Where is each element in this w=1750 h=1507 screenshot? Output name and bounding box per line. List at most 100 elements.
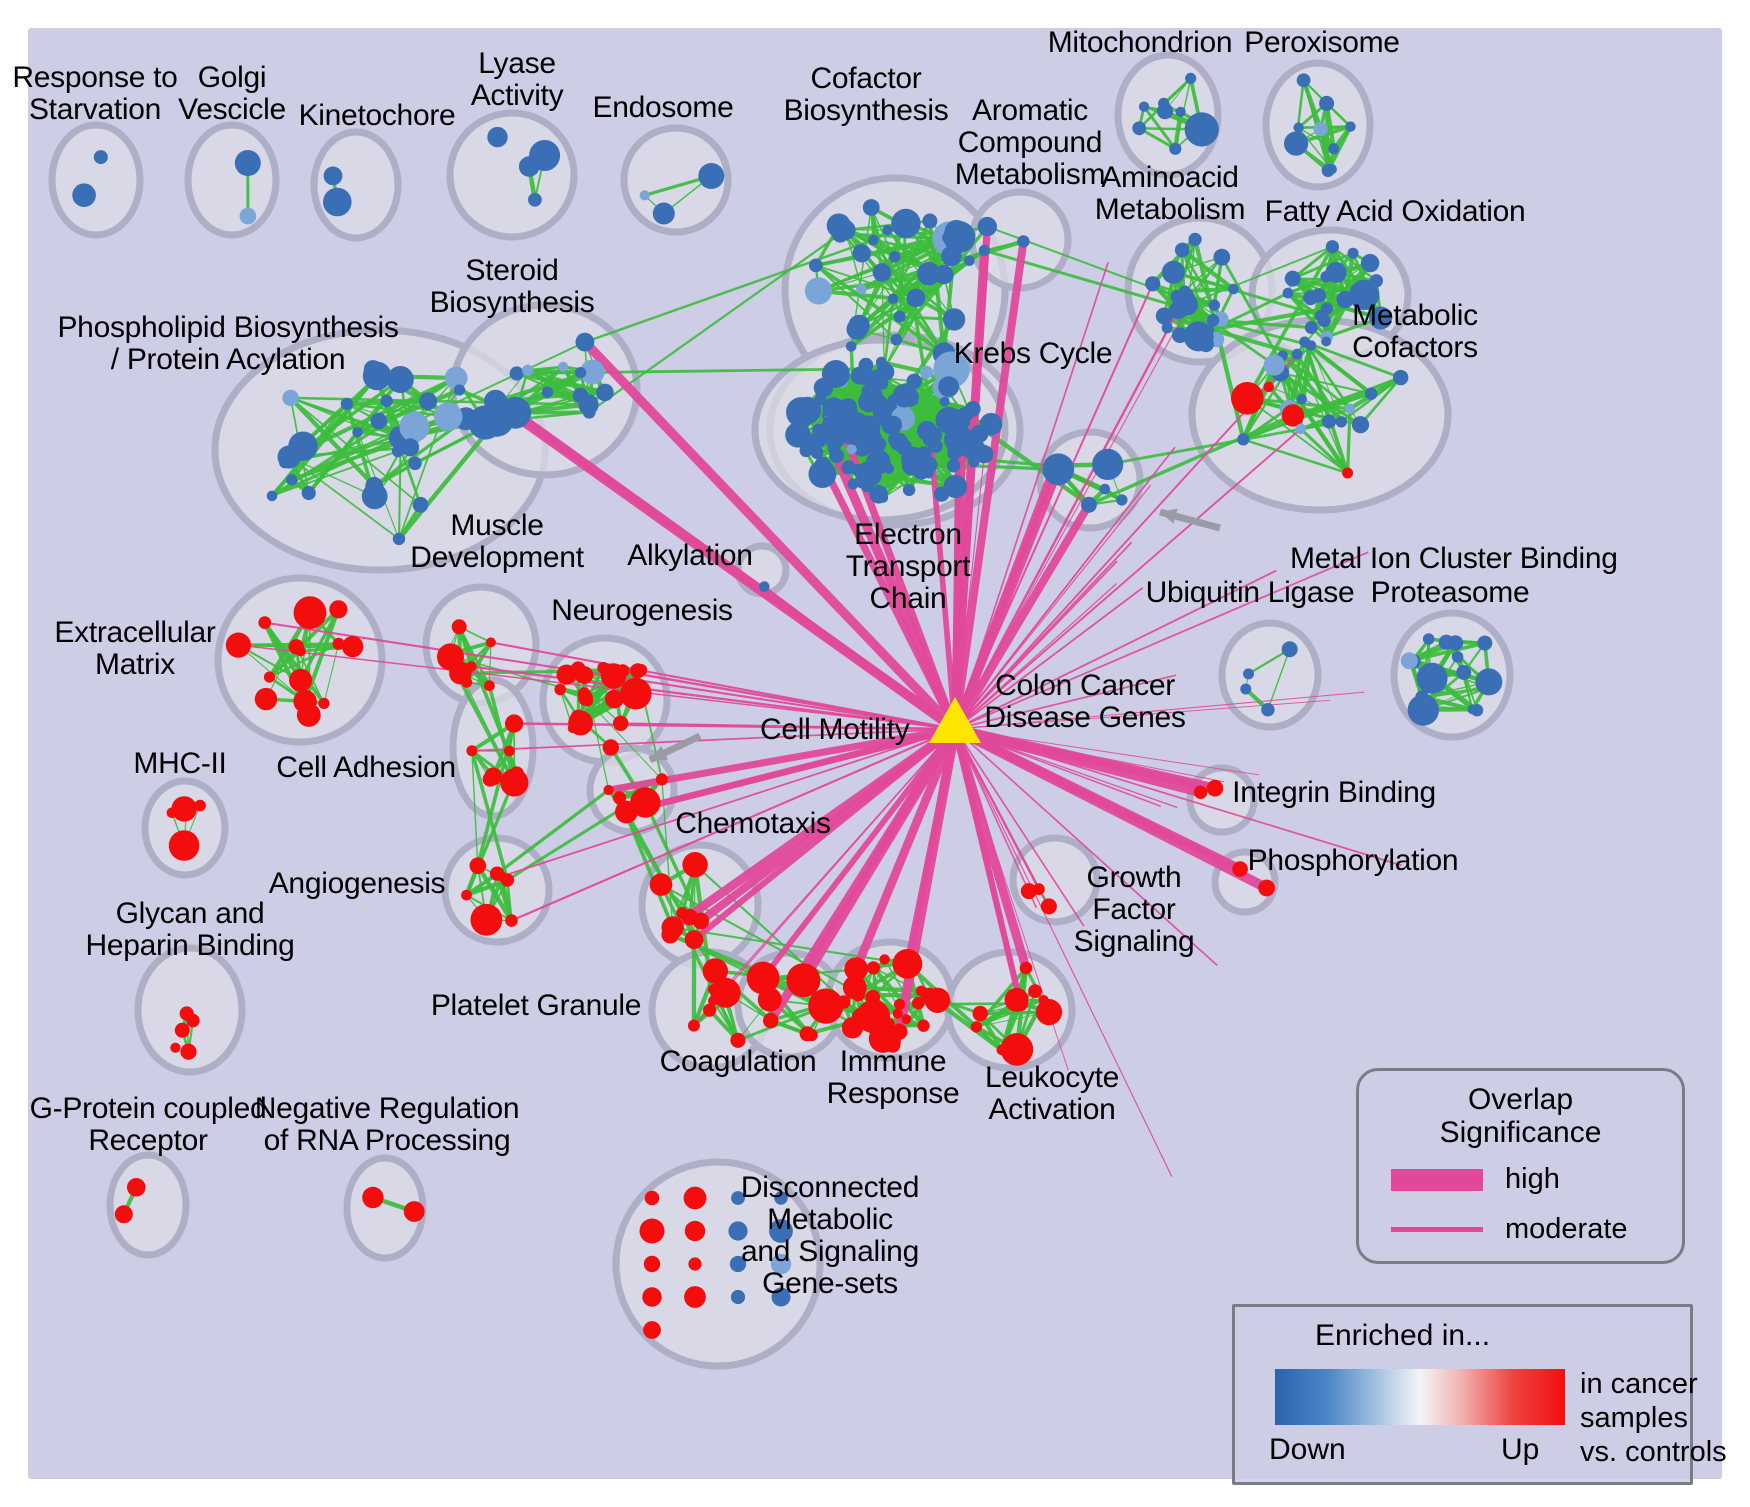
gene-set-node <box>612 791 627 805</box>
gene-set-node <box>838 398 858 417</box>
moderate-significance-label: moderate <box>1505 1213 1628 1245</box>
significance-edge <box>954 456 985 730</box>
gene-set-node <box>461 889 472 901</box>
significance-edge <box>954 313 1185 730</box>
gene-set-node <box>887 293 899 304</box>
gene-set-node <box>890 333 903 346</box>
gene-set-node <box>875 356 887 368</box>
gene-set-node <box>972 1005 988 1022</box>
overlap-edge <box>1331 245 1377 282</box>
gene-set-node <box>922 213 938 229</box>
gene-set-node <box>620 810 633 824</box>
gene-set-node <box>170 1042 181 1053</box>
gene-set-node <box>1263 381 1275 393</box>
gene-set-node <box>403 1201 425 1222</box>
significance-edge <box>954 728 1085 927</box>
overlap-edge <box>814 263 946 356</box>
overlap-edge <box>844 229 863 290</box>
gene-set-node <box>1345 121 1356 132</box>
gene-set-node <box>866 961 881 975</box>
gene-set-node <box>829 448 844 464</box>
gene-set-node <box>451 619 467 635</box>
overlap-edge <box>1212 318 1312 347</box>
gene-set-node <box>1132 121 1147 136</box>
significance-edge <box>953 724 1202 797</box>
gene-set-node <box>1019 961 1033 975</box>
gene-set-node <box>1208 299 1221 311</box>
overlap-edge <box>1175 239 1197 298</box>
gene-set-node <box>917 446 932 461</box>
gene-set-node <box>855 368 872 385</box>
gene-set-node <box>702 958 728 984</box>
significance-edge <box>954 569 1277 730</box>
gene-set-node <box>961 436 985 461</box>
overlap-edge <box>1295 354 1304 400</box>
gene-set-node <box>597 661 610 674</box>
gene-set-node <box>1000 1033 1034 1066</box>
cluster-label-chemotaxis: Chemotaxis <box>675 807 831 840</box>
gene-set-node <box>466 745 478 757</box>
gene-set-node <box>810 446 824 459</box>
gene-set-node <box>1467 704 1478 715</box>
gene-set-node <box>1213 248 1231 266</box>
gene-set-node <box>869 485 888 504</box>
cluster-halo <box>106 1151 190 1259</box>
gene-set-node <box>844 957 869 981</box>
gene-set-node <box>605 689 624 709</box>
gene-set-node <box>643 1255 661 1273</box>
gene-set-node <box>964 401 981 417</box>
gene-set-node <box>1304 321 1318 334</box>
gene-set-node <box>1231 382 1264 415</box>
gene-set-node <box>1284 270 1301 287</box>
gene-set-node <box>1365 387 1378 400</box>
gene-set-node <box>731 1191 745 1205</box>
gene-set-node <box>301 485 316 501</box>
significance-edge <box>954 586 1144 730</box>
gene-set-node <box>879 954 890 965</box>
gene-set-node <box>1475 668 1503 696</box>
gene-set-node <box>342 635 364 658</box>
overlap-edge <box>1242 438 1348 475</box>
gene-set-node <box>808 988 844 1024</box>
gene-set-node <box>862 437 873 447</box>
gene-set-node <box>258 616 272 629</box>
cluster-label-kinetochore: Kinetochore <box>298 99 456 132</box>
gene-set-node <box>983 417 999 433</box>
gene-set-node <box>868 369 884 385</box>
gene-set-node <box>554 683 566 696</box>
gene-set-node <box>386 366 414 393</box>
overlap-edge <box>471 750 479 866</box>
gene-set-node <box>902 483 916 497</box>
gene-set-node <box>898 960 910 972</box>
cluster-halo <box>620 124 732 236</box>
gene-set-node <box>541 386 554 398</box>
significance-edge <box>953 726 1242 872</box>
gene-set-node <box>944 219 969 244</box>
gene-set-node <box>728 1221 748 1241</box>
gene-set-node <box>503 745 515 757</box>
cluster-halo <box>48 121 144 239</box>
significance-edge <box>670 725 958 932</box>
gene-set-node <box>684 1286 706 1308</box>
gene-set-node <box>1281 641 1298 658</box>
overlap-edge <box>1162 77 1192 105</box>
overlap-edge <box>288 456 375 497</box>
annotation-arrows <box>648 508 1221 764</box>
gene-set-node <box>166 807 178 819</box>
gene-set-node <box>917 1019 930 1032</box>
annotation-arrow <box>648 732 702 764</box>
gene-set-node <box>127 1178 146 1197</box>
cluster-label-integrin-binding: Integrin Binding <box>1232 776 1436 809</box>
gene-set-node <box>1099 483 1111 495</box>
gene-set-node <box>925 431 936 443</box>
significance-edge <box>954 728 1173 1177</box>
high-significance-swatch <box>1391 1168 1483 1191</box>
gene-set-node <box>763 1012 779 1029</box>
overlap-edge <box>1267 649 1291 710</box>
gene-set-node <box>710 977 741 1008</box>
cluster-label-krebs-cycle: Krebs Cycle <box>953 337 1113 370</box>
gene-set-node <box>1042 453 1075 486</box>
gene-set-node <box>1017 235 1030 248</box>
cluster-label-endosome: Endosome <box>592 91 734 124</box>
gene-set-node <box>893 310 906 323</box>
